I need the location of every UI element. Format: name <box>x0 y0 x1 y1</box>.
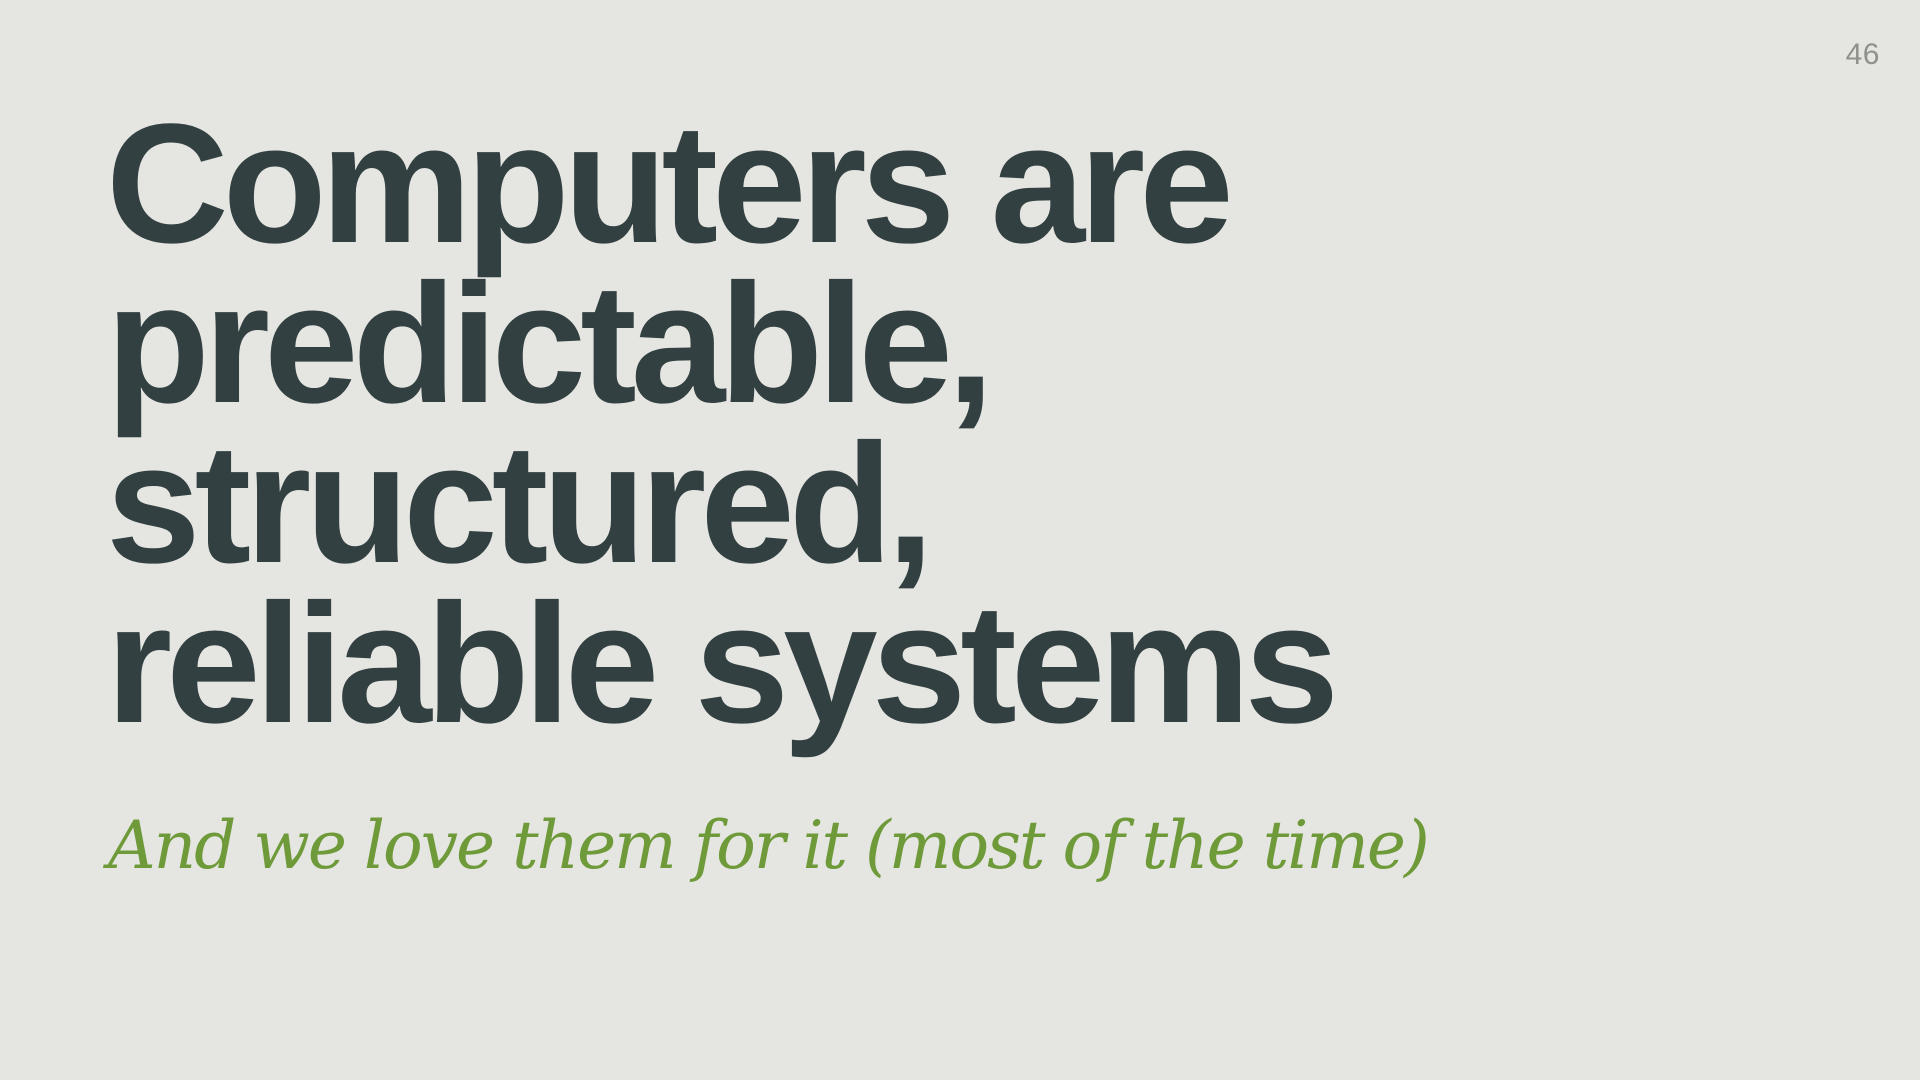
headline-line-1: Computers are <box>106 89 1234 279</box>
page-number: 46 <box>1845 38 1880 71</box>
headline-line-2: predictable, <box>106 249 994 439</box>
headline-line-3: structured, <box>106 409 934 599</box>
slide-headline: Computers are predictable, structured, r… <box>106 89 1806 759</box>
slide-subtitle: And we love them for it (most of the tim… <box>108 807 1430 884</box>
headline-line-4: reliable systems <box>106 569 1339 759</box>
